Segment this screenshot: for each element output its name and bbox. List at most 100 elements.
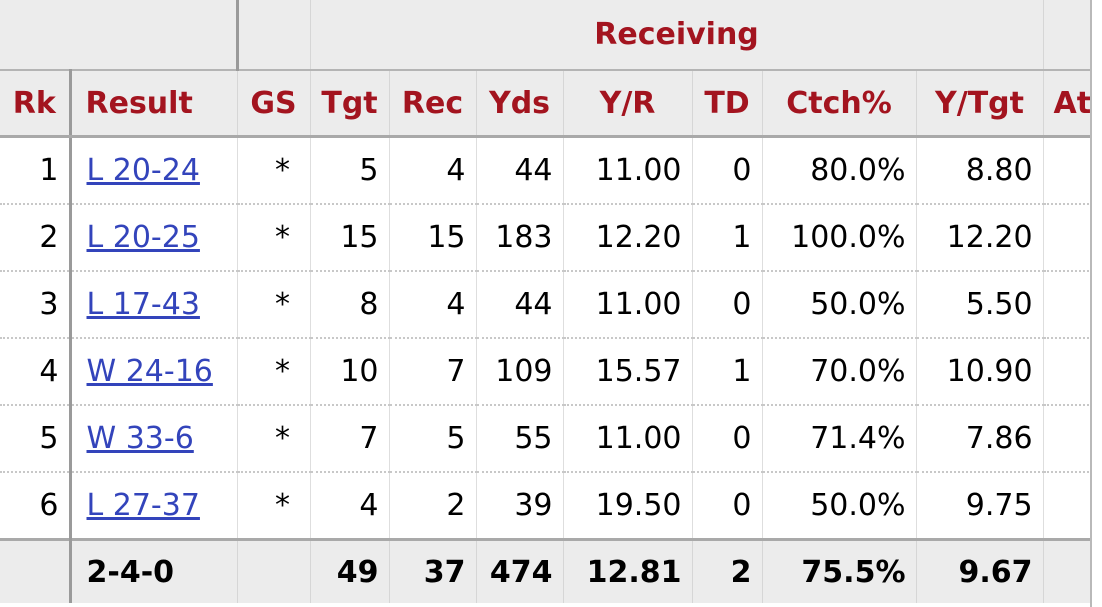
horizontal-scroll-edge[interactable] [1090, 0, 1102, 607]
col-header-yr[interactable]: Y/R [563, 70, 693, 138]
cell-td: 0 [692, 136, 763, 205]
cell-result: L 27-37 [70, 472, 238, 541]
cell-tgt: 10 [310, 338, 390, 406]
cell-gs: * [237, 271, 311, 339]
table-row: 6 L 27-37 * 4 2 39 19.50 0 50.0% 9.75 [0, 472, 1102, 541]
cell-tgt: 7 [310, 405, 390, 473]
cell-gs: * [237, 338, 311, 406]
cell-tgt: 4 [310, 472, 390, 541]
cell-rec: 5 [389, 405, 477, 473]
cell-yds: 183 [476, 204, 564, 272]
cell-tgt: 5 [310, 136, 390, 205]
table-row: 3 L 17-43 * 8 4 44 11.00 0 50.0% 5.50 [0, 271, 1102, 339]
cell-yr: 11.00 [563, 271, 693, 339]
col-header-tgt[interactable]: Tgt [310, 70, 390, 138]
col-header-td[interactable]: TD [692, 70, 763, 138]
cell-rec: 4 [389, 271, 477, 339]
over-header-receiving: Receiving [310, 0, 1044, 71]
cell-yds: 39 [476, 472, 564, 541]
cell-result: W 24-16 [70, 338, 238, 406]
result-link[interactable]: W 33-6 [86, 421, 194, 456]
cell-ctch: 80.0% [762, 136, 917, 205]
total-yr: 12.81 [563, 538, 693, 603]
cell-ytgt: 12.20 [916, 204, 1044, 272]
cell-ctch: 50.0% [762, 472, 917, 541]
cell-rk: 4 [0, 338, 72, 406]
cell-yr: 11.00 [563, 136, 693, 205]
total-rec: 37 [389, 538, 477, 603]
total-gs [237, 538, 311, 603]
table-row: 1 L 20-24 * 5 4 44 11.00 0 80.0% 8.80 [0, 136, 1102, 205]
table-row: 2 L 20-25 * 15 15 183 12.20 1 100.0% 12.… [0, 204, 1102, 272]
cell-rk: 3 [0, 271, 72, 339]
cell-td: 0 [692, 271, 763, 339]
cell-ytgt: 5.50 [916, 271, 1044, 339]
cell-td: 1 [692, 338, 763, 406]
cell-gs: * [237, 405, 311, 473]
result-link[interactable]: L 20-24 [86, 153, 200, 188]
cell-result: L 20-24 [70, 136, 238, 205]
cell-yr: 15.57 [563, 338, 693, 406]
table-row: 5 W 33-6 * 7 5 55 11.00 0 71.4% 7.86 [0, 405, 1102, 473]
cell-gs: * [237, 136, 311, 205]
cell-ctch: 50.0% [762, 271, 917, 339]
table-row: 4 W 24-16 * 10 7 109 15.57 1 70.0% 10.90 [0, 338, 1102, 406]
result-link[interactable]: L 20-25 [86, 220, 200, 255]
cell-tgt: 8 [310, 271, 390, 339]
cell-ytgt: 9.75 [916, 472, 1044, 541]
cell-ytgt: 8.80 [916, 136, 1044, 205]
col-header-gs[interactable]: GS [237, 70, 311, 138]
cell-yds: 44 [476, 271, 564, 339]
over-header-gs-blank [237, 0, 311, 71]
cell-ctch: 71.4% [762, 405, 917, 473]
col-header-yds[interactable]: Yds [476, 70, 564, 138]
cell-rk: 6 [0, 472, 72, 541]
cell-td: 1 [692, 204, 763, 272]
over-header-row: Receiving [0, 0, 1102, 71]
cell-rec: 7 [389, 338, 477, 406]
col-header-ytgt[interactable]: Y/Tgt [916, 70, 1044, 138]
cell-result: L 17-43 [70, 271, 238, 339]
cell-yr: 11.00 [563, 405, 693, 473]
col-header-result[interactable]: Result [70, 70, 238, 138]
result-link[interactable]: L 17-43 [86, 287, 200, 322]
cell-yr: 12.20 [563, 204, 693, 272]
cell-yds: 109 [476, 338, 564, 406]
total-yds: 474 [476, 538, 564, 603]
cell-result: W 33-6 [70, 405, 238, 473]
cell-ytgt: 10.90 [916, 338, 1044, 406]
cell-rk: 1 [0, 136, 72, 205]
cell-td: 0 [692, 405, 763, 473]
total-ytgt: 9.67 [916, 538, 1044, 603]
total-td: 2 [692, 538, 763, 603]
cell-result: L 20-25 [70, 204, 238, 272]
total-rk [0, 538, 72, 603]
cell-rk: 2 [0, 204, 72, 272]
cell-gs: * [237, 204, 311, 272]
cell-gs: * [237, 472, 311, 541]
cell-tgt: 15 [310, 204, 390, 272]
column-header-row: Rk Result GS Tgt Rec Yds Y/R TD Ctch% Y/… [0, 70, 1102, 138]
cell-ctch: 100.0% [762, 204, 917, 272]
result-link[interactable]: L 27-37 [86, 488, 200, 523]
cell-rec: 4 [389, 136, 477, 205]
total-result: 2-4-0 [70, 538, 238, 603]
cell-ytgt: 7.86 [916, 405, 1044, 473]
cell-ctch: 70.0% [762, 338, 917, 406]
cell-rec: 15 [389, 204, 477, 272]
cell-yds: 44 [476, 136, 564, 205]
total-tgt: 49 [310, 538, 390, 603]
cell-rk: 5 [0, 405, 72, 473]
totals-row: 2-4-0 49 37 474 12.81 2 75.5% 9.67 [0, 538, 1102, 603]
result-link[interactable]: W 24-16 [86, 354, 213, 389]
col-header-ctch[interactable]: Ctch% [762, 70, 917, 138]
col-header-rec[interactable]: Rec [389, 70, 477, 138]
over-header-blank [0, 0, 239, 71]
cell-td: 0 [692, 472, 763, 541]
cell-rec: 2 [389, 472, 477, 541]
cell-yr: 19.50 [563, 472, 693, 541]
col-header-rk[interactable]: Rk [0, 70, 72, 138]
cell-yds: 55 [476, 405, 564, 473]
